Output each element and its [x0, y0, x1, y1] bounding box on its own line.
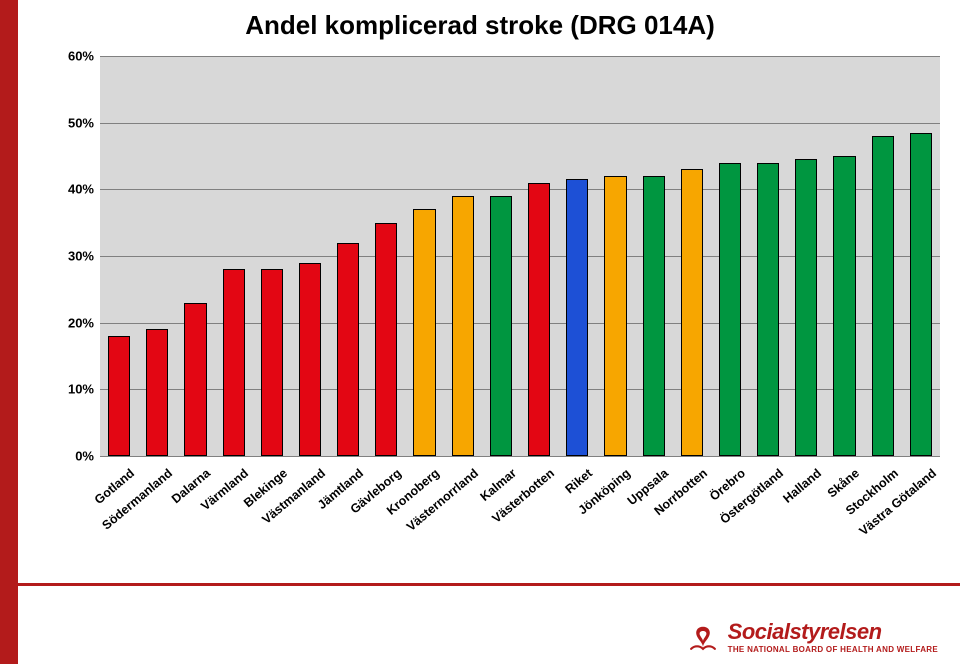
- bar: [528, 183, 550, 456]
- bar: [452, 196, 474, 456]
- bar: [681, 169, 703, 456]
- bar: [604, 176, 626, 456]
- x-axis-label: Södermanland: [100, 466, 176, 533]
- bar: [261, 269, 283, 456]
- bar: [566, 179, 588, 456]
- bar: [490, 196, 512, 456]
- bar: [375, 223, 397, 456]
- y-axis-label: 0%: [56, 449, 94, 464]
- chart-title: Andel komplicerad stroke (DRG 014A): [0, 10, 960, 41]
- bar: [108, 336, 130, 456]
- bar: [643, 176, 665, 456]
- y-axis-label: 50%: [56, 115, 94, 130]
- bar: [757, 163, 779, 456]
- y-axis-label: 60%: [56, 49, 94, 64]
- bar: [337, 243, 359, 456]
- logo-mark-icon: [686, 620, 720, 654]
- y-axis-label: 20%: [56, 315, 94, 330]
- gridline: [100, 456, 940, 457]
- bar: [795, 159, 817, 456]
- x-axis-label: Riket: [563, 466, 595, 496]
- chart-area: 0%10%20%30%40%50%60% GotlandSödermanland…: [60, 56, 940, 532]
- bar: [833, 156, 855, 456]
- logo-subtitle: THE NATIONAL BOARD OF HEALTH AND WELFARE: [728, 643, 938, 654]
- logo-text: Socialstyrelsen THE NATIONAL BOARD OF HE…: [728, 621, 938, 654]
- logo-title: Socialstyrelsen: [728, 621, 938, 643]
- gridline: [100, 123, 940, 124]
- bar: [910, 133, 932, 456]
- y-axis-label: 10%: [56, 382, 94, 397]
- footer-divider: [18, 583, 960, 586]
- y-axis-label: 30%: [56, 249, 94, 264]
- bar: [223, 269, 245, 456]
- bar: [872, 136, 894, 456]
- plot-area: 0%10%20%30%40%50%60%: [100, 56, 940, 456]
- x-axis-label: Halland: [781, 466, 825, 506]
- bar: [146, 329, 168, 456]
- bar: [184, 303, 206, 456]
- gridline: [100, 56, 940, 57]
- bar: [413, 209, 435, 456]
- sidebar-accent: [0, 0, 18, 664]
- bar: [299, 263, 321, 456]
- bar: [719, 163, 741, 456]
- page: Andel komplicerad stroke (DRG 014A) 0%10…: [0, 0, 960, 664]
- logo: Socialstyrelsen THE NATIONAL BOARD OF HE…: [686, 620, 938, 654]
- x-axis-labels: GotlandSödermanlandDalarnaVärmlandBlekin…: [100, 460, 940, 580]
- y-axis-label: 40%: [56, 182, 94, 197]
